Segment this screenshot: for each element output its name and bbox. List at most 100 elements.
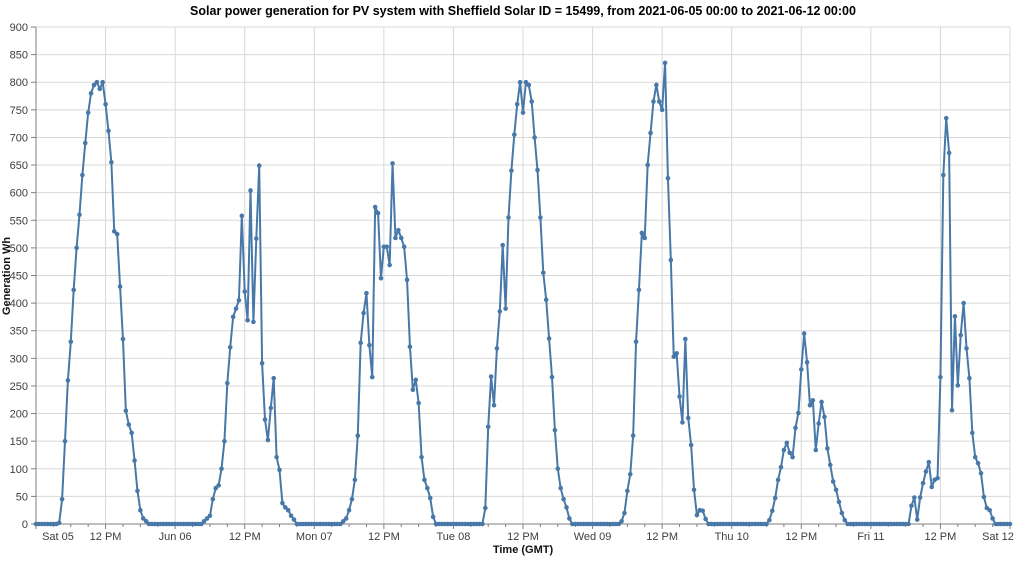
data-point [274,454,279,460]
data-point [827,462,833,468]
data-point [694,512,700,518]
data-point [352,477,358,483]
y-tick-label: 400 [10,298,28,310]
data-point [111,229,117,234]
data-point [361,310,366,316]
data-point [680,420,685,425]
data-point [103,102,108,107]
data-point [213,485,219,491]
data-point [523,79,529,85]
data-point [961,300,966,306]
data-point [909,503,914,509]
data-point [520,110,526,115]
data-point [369,374,375,380]
data-point [517,79,523,85]
data-point [207,513,213,519]
data-point [833,487,839,493]
data-point [245,317,250,323]
data-point [651,99,656,104]
data-point [230,314,236,320]
data-point [552,427,558,433]
data-point [503,306,508,311]
data-point [555,466,561,472]
data-point [506,215,511,220]
data-point [407,344,413,350]
data-point [636,287,642,293]
data-point [946,150,952,156]
y-tick-label: 700 [10,132,28,144]
data-point [538,215,543,220]
data-point [480,521,485,527]
data-point [277,467,282,473]
data-point [798,367,804,372]
data-point [920,480,926,486]
data-point [198,521,204,527]
y-tick-label: 0 [22,519,28,531]
data-point [100,79,105,85]
data-point [674,351,679,356]
x-tick-label: Wed 09 [574,531,612,543]
data-point [813,447,819,453]
y-tick-label: 450 [10,271,28,283]
data-point [285,507,291,513]
data-point [685,415,691,421]
data-point [204,516,210,521]
data-point [914,517,920,522]
data-point [120,336,126,342]
data-point [404,277,410,283]
data-point [491,402,497,408]
data-point [923,469,929,474]
data-point [764,521,769,527]
data-point [532,135,537,140]
data-point [485,424,491,430]
data-point [952,314,958,319]
data-point [836,499,842,505]
data-point [816,421,821,426]
data-point [430,514,436,520]
data-point [378,275,384,281]
data-point [427,495,433,501]
y-tick-label: 850 [10,50,28,62]
data-point [671,354,677,359]
data-point [425,485,430,491]
y-axis-label: Generation Wh [1,237,13,316]
data-point [659,107,665,113]
data-point [143,518,149,524]
data-point [129,430,134,436]
data-point [625,488,630,494]
x-tick-label: Sat 12 [982,531,1014,543]
data-point [236,298,242,303]
y-tick-labels: 0 50 100 150 200 250 300 350 400 450 500 550 600 650 7… [10,22,28,531]
data-point [201,518,207,524]
data-point [375,210,381,216]
data-point [619,518,624,524]
data-point [561,496,566,502]
data-point [494,346,500,351]
data-point [239,213,245,219]
axes [31,26,1011,529]
x-tick-label: 12 PM [785,531,817,543]
data-point [967,375,972,381]
data-point [691,487,697,493]
data-point [216,483,221,488]
y-tick-label: 750 [10,105,28,117]
data-point [1007,521,1013,527]
data-point [616,521,621,527]
data-point [938,374,943,380]
data-point [790,454,795,460]
x-tick-label: Jun 06 [159,531,192,543]
data-point [483,505,488,511]
data-point [964,346,969,351]
y-tick-label: 650 [10,160,28,172]
data-point [126,422,132,427]
data-point [549,374,555,380]
data-point [85,110,91,115]
y-tick-label: 500 [10,243,28,255]
data-point [288,513,294,519]
data-point [700,508,706,514]
data-point [781,447,787,453]
data-point [796,410,801,416]
data-point [784,440,790,446]
data-point [410,387,416,393]
data-point [355,433,361,438]
